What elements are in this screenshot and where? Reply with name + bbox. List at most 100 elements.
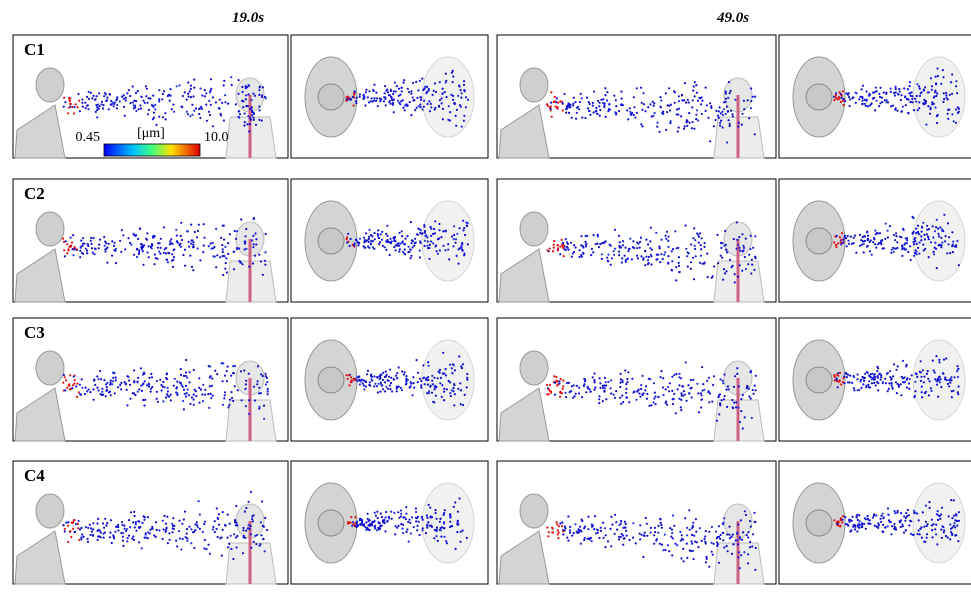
- particle: [648, 262, 650, 264]
- particle: [704, 242, 706, 244]
- particle: [701, 540, 703, 542]
- particle: [95, 248, 97, 250]
- particle: [367, 370, 369, 372]
- particle: [418, 105, 420, 107]
- particle: [345, 374, 347, 376]
- particle: [88, 389, 90, 391]
- particle: [453, 506, 455, 508]
- particle: [590, 254, 592, 256]
- particle: [106, 247, 108, 249]
- particle: [169, 240, 171, 242]
- particle: [407, 88, 409, 90]
- particle: [227, 253, 229, 255]
- particle: [674, 102, 676, 104]
- particle: [434, 220, 436, 222]
- particle: [455, 238, 457, 240]
- particle: [182, 400, 184, 402]
- particle: [586, 235, 588, 237]
- particle: [234, 230, 236, 232]
- particle: [751, 259, 753, 261]
- particle: [915, 232, 917, 234]
- particle: [846, 376, 848, 378]
- particle: [662, 258, 664, 260]
- particle: [684, 394, 686, 396]
- particle: [443, 372, 445, 374]
- particle: [887, 236, 889, 238]
- particle: [920, 239, 922, 241]
- particle: [396, 85, 398, 87]
- particle: [139, 104, 141, 106]
- particle: [94, 99, 96, 101]
- particle: [100, 536, 102, 538]
- particle: [754, 385, 756, 387]
- particle: [835, 244, 837, 246]
- particle: [587, 538, 589, 540]
- particle: [373, 232, 375, 234]
- particle: [136, 256, 138, 258]
- particle: [111, 542, 113, 544]
- particle: [258, 119, 260, 121]
- particle: [616, 529, 618, 531]
- particle: [705, 556, 707, 558]
- particle: [385, 386, 387, 388]
- particle: [183, 375, 185, 377]
- particle: [204, 394, 206, 396]
- particle: [256, 383, 258, 385]
- particle: [712, 384, 714, 386]
- particle: [683, 99, 685, 101]
- particle: [455, 115, 457, 117]
- particle: [737, 125, 739, 127]
- particle: [635, 399, 637, 401]
- particle: [72, 234, 74, 236]
- particle: [610, 379, 612, 381]
- particle: [641, 102, 643, 104]
- particle: [957, 368, 959, 370]
- particle: [554, 394, 556, 396]
- particle: [176, 381, 178, 383]
- particle: [573, 97, 575, 99]
- particle: [122, 536, 124, 538]
- particle: [390, 511, 392, 513]
- particle: [688, 252, 690, 254]
- particle: [555, 376, 557, 378]
- particle: [393, 90, 395, 92]
- particle: [173, 256, 175, 258]
- particle: [377, 229, 379, 231]
- particle: [129, 102, 131, 104]
- particle: [667, 246, 669, 248]
- particle: [673, 525, 675, 527]
- particle: [712, 543, 714, 545]
- particle: [598, 537, 600, 539]
- particle: [265, 97, 267, 99]
- particle: [569, 104, 571, 106]
- particle: [120, 382, 122, 384]
- particle: [466, 537, 468, 539]
- particle: [902, 248, 904, 250]
- particle: [695, 114, 697, 116]
- particle: [384, 246, 386, 248]
- particle: [368, 238, 370, 240]
- particle: [943, 98, 945, 100]
- particle: [457, 388, 459, 390]
- particle: [752, 96, 754, 98]
- particle: [653, 102, 655, 104]
- particle: [752, 533, 754, 535]
- particle: [158, 116, 160, 118]
- particle: [144, 399, 146, 401]
- particle: [877, 232, 879, 234]
- particle: [833, 96, 835, 98]
- particle: [650, 227, 652, 229]
- particle: [683, 128, 685, 130]
- colorbar-max: 10.0: [204, 130, 229, 145]
- particle: [895, 381, 897, 383]
- particle: [244, 121, 246, 123]
- particle: [654, 392, 656, 394]
- particle: [120, 388, 122, 390]
- particle: [359, 383, 361, 385]
- particle: [659, 131, 661, 133]
- particle: [740, 410, 742, 412]
- particle: [657, 532, 659, 534]
- particle: [124, 528, 126, 530]
- particle: [176, 235, 178, 237]
- particle: [197, 247, 199, 249]
